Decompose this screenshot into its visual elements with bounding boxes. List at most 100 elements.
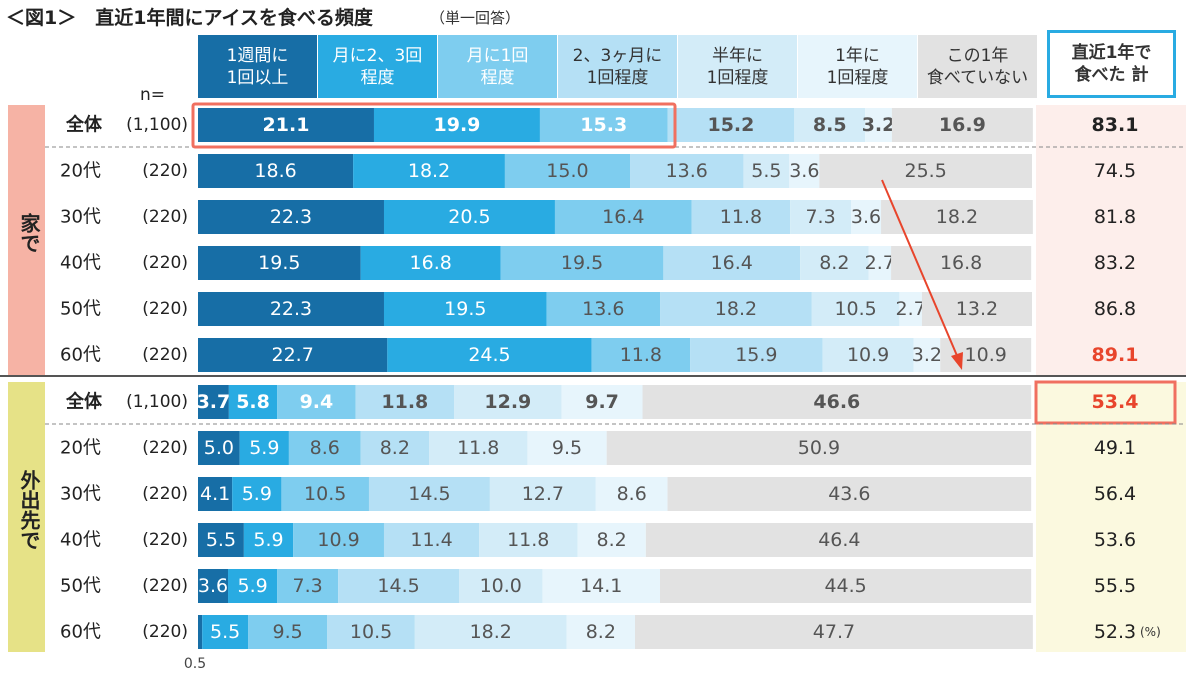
value-label: 11.4 — [410, 529, 452, 551]
row-label: 50代 — [60, 299, 101, 320]
legend-item: 1年に 1回程度 — [798, 35, 917, 98]
row-label: 30代 — [60, 207, 101, 228]
value-label: 9.7 — [585, 391, 619, 413]
value-label: 7.3 — [805, 206, 835, 228]
total-value: 83.2 — [1094, 252, 1136, 274]
row-label: 60代 — [60, 345, 101, 366]
total-header: 直近1年で 食べた 計 — [1047, 30, 1176, 98]
row-label: 20代 — [60, 161, 101, 182]
value-label: 3.2 — [862, 114, 896, 136]
bar-segment — [822, 338, 914, 372]
value-label: 43.6 — [828, 483, 870, 505]
value-label: 14.1 — [580, 575, 622, 597]
value-label: 19.5 — [444, 298, 486, 320]
total-value: 53.4 — [1092, 391, 1139, 413]
bar-segment — [360, 431, 430, 465]
total-value: 86.8 — [1094, 298, 1136, 320]
bar-segment — [899, 292, 922, 326]
value-label: 8.5 — [813, 114, 847, 136]
bar-segment — [800, 246, 869, 280]
row-n: (1,100) — [126, 115, 188, 135]
bar-segment — [819, 154, 1032, 188]
value-label: 5.9 — [238, 575, 268, 597]
value-label: 15.9 — [735, 344, 777, 366]
bar-segment — [865, 108, 892, 142]
bar-segment — [429, 431, 528, 465]
total-band — [1036, 382, 1186, 652]
bar-segment — [360, 246, 501, 280]
value-label: 50.9 — [798, 437, 840, 459]
bar-segment — [794, 108, 866, 142]
bar-segment — [606, 431, 1032, 465]
value-label: 9.5 — [273, 621, 303, 643]
bar-segment — [293, 523, 384, 557]
value-label: 10.9 — [317, 529, 359, 551]
bar-segment — [198, 477, 233, 511]
total-value: 49.1 — [1094, 437, 1136, 459]
bar-segment — [288, 431, 361, 465]
total-value: 81.8 — [1094, 206, 1136, 228]
bar-segment — [239, 431, 289, 465]
value-label: 0.5 — [184, 656, 206, 672]
legend-item: この1年 食べていない — [918, 35, 1037, 98]
value-label: 13.2 — [956, 298, 998, 320]
bar-segment — [743, 154, 790, 188]
bar-segment — [546, 292, 661, 326]
legend-item: 1週間に 1回以上 — [198, 35, 317, 98]
value-label: 20.5 — [448, 206, 490, 228]
group-band — [8, 105, 45, 375]
row-n: (220) — [142, 345, 188, 365]
bar-segment — [504, 154, 631, 188]
bar-segment — [353, 154, 505, 188]
row-label: 全体 — [65, 114, 103, 136]
value-label: 5.9 — [253, 529, 283, 551]
value-label: 14.5 — [408, 483, 450, 505]
value-label: 18.2 — [715, 298, 757, 320]
value-label: 8.2 — [586, 621, 616, 643]
n-label: n= — [140, 85, 165, 105]
value-label: 18.2 — [470, 621, 512, 643]
bar-segment — [667, 477, 1032, 511]
chart-subtitle: （単一回答） — [430, 9, 520, 27]
bar-segment — [198, 523, 244, 557]
bar-segment — [500, 246, 664, 280]
value-label: 9.4 — [300, 391, 334, 413]
highlight-box — [1034, 380, 1177, 425]
bar-segment — [489, 477, 596, 511]
bar-segment — [373, 108, 540, 142]
bar-segment — [566, 615, 636, 649]
bar-segment — [202, 615, 249, 649]
legend-item: 半年に 1回程度 — [678, 35, 797, 98]
bar-segment — [198, 615, 203, 649]
value-label: 8.6 — [310, 437, 340, 459]
row-label: 20代 — [60, 438, 101, 459]
bar-segment — [454, 385, 562, 419]
value-label: 16.9 — [939, 114, 986, 136]
value-label: 10.9 — [847, 344, 889, 366]
group-band — [8, 382, 45, 652]
value-label: 3.6 — [789, 160, 819, 182]
bar-segment — [811, 292, 900, 326]
value-label: 10.5 — [834, 298, 876, 320]
value-label: 8.6 — [617, 483, 647, 505]
bar-segment — [368, 477, 490, 511]
bar-segment — [338, 569, 460, 603]
total-band — [1036, 105, 1186, 375]
bar-segment — [459, 569, 543, 603]
value-label: 18.2 — [408, 160, 450, 182]
bar-segment — [891, 108, 1033, 142]
value-label: 12.7 — [522, 483, 564, 505]
value-label: 5.9 — [249, 437, 279, 459]
row-label: 30代 — [60, 484, 101, 505]
total-value: 89.1 — [1092, 344, 1139, 366]
bar-segment — [383, 523, 480, 557]
value-label: 15.2 — [707, 114, 754, 136]
value-label: 46.4 — [818, 529, 860, 551]
row-n: (220) — [142, 438, 188, 458]
row-n: (220) — [142, 207, 188, 227]
bar-segment — [868, 246, 892, 280]
bar-segment — [591, 338, 691, 372]
value-label: 13.6 — [666, 160, 708, 182]
value-label: 5.9 — [242, 483, 272, 505]
